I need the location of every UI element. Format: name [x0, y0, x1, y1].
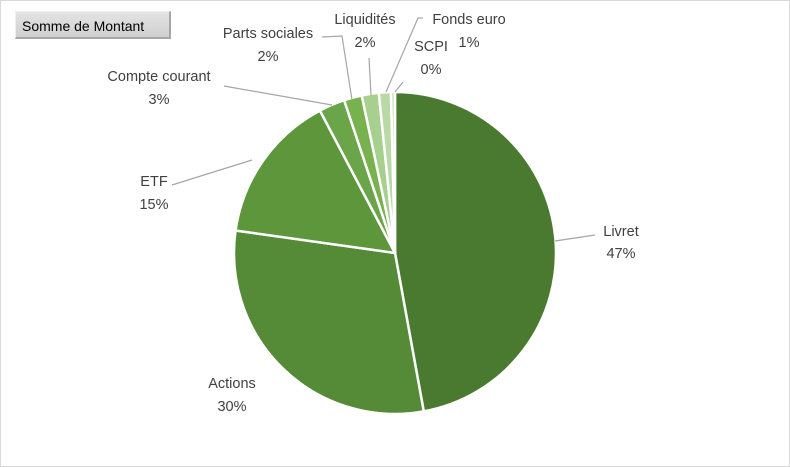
- pie-slices: [232, 90, 558, 416]
- pie-slice-actions[interactable]: [232, 229, 426, 416]
- leader-line: [554, 234, 596, 242]
- data-label-name: Liquidités: [334, 12, 395, 28]
- data-label-percent: 2%: [258, 49, 279, 65]
- value-field-button[interactable]: Somme de Montant: [15, 11, 171, 39]
- data-label-name: ETF: [140, 174, 168, 190]
- pie-slice-livret[interactable]: [393, 90, 558, 413]
- data-label-percent: 1%: [459, 35, 480, 51]
- data-labels: Livret 47% Actions 30% ETF 15% Compte courant 3…: [107, 12, 638, 415]
- data-label-percent: 2%: [355, 35, 376, 51]
- data-label-name: Fonds euro: [432, 12, 505, 28]
- data-label-name: Actions: [208, 376, 256, 392]
- data-label-name: Compte courant: [107, 69, 210, 85]
- leader-line: [321, 35, 353, 101]
- leader-line: [171, 159, 253, 186]
- data-label-name: SCPI: [414, 39, 448, 55]
- data-label-percent: 47%: [606, 246, 635, 262]
- data-label-percent: 15%: [139, 197, 168, 213]
- leader-line: [368, 57, 372, 96]
- pie-slice-scpi[interactable]: [389, 90, 397, 255]
- leader-line: [394, 81, 404, 93]
- data-label-percent: 0%: [421, 62, 442, 78]
- leader-lines: [171, 17, 596, 242]
- data-label-percent: 3%: [149, 92, 170, 108]
- data-label-percent: 30%: [217, 399, 246, 415]
- pie-slice-etf[interactable]: [234, 109, 397, 255]
- data-label-name: Parts sociales: [223, 26, 313, 42]
- leader-line: [223, 85, 333, 106]
- data-label-name: Livret: [603, 224, 638, 240]
- leader-line: [385, 17, 423, 93]
